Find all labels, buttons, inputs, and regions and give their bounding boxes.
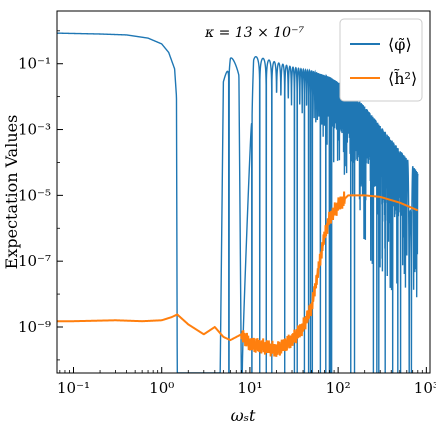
- y-axis-label: Expectation Values: [2, 115, 21, 270]
- x-tick-label: 10⁰: [149, 379, 174, 397]
- legend-label-h2: ⟨h̃²⟩: [388, 69, 417, 88]
- y-tick-label: 10⁻⁹: [18, 318, 51, 336]
- legend-label-phi: ⟨φ̃⟩: [388, 35, 412, 54]
- x-tick-label: 10⁻¹: [57, 379, 90, 397]
- series-h2-line: [57, 191, 419, 357]
- x-tick-label: 10¹: [237, 379, 262, 397]
- plot-area: [57, 32, 419, 373]
- y-tick-label: 10⁻⁷: [18, 252, 51, 270]
- series-phi-line: [57, 32, 419, 373]
- x-tick-label: 10³: [414, 379, 436, 397]
- x-tick-label: 10²: [326, 379, 351, 397]
- y-tick-label: 10⁻⁵: [18, 186, 51, 204]
- x-axis-label: ωₛt: [231, 406, 256, 425]
- y-tick-label: 10⁻¹: [18, 55, 51, 73]
- annotation-kappa: κ = 13 × 10⁻⁷: [204, 25, 304, 41]
- legend-box: [339, 18, 423, 102]
- y-tick-label: 10⁻³: [18, 121, 51, 139]
- legend: ⟨φ̃⟩ ⟨h̃²⟩: [339, 18, 423, 102]
- axes-frame: [56, 10, 431, 374]
